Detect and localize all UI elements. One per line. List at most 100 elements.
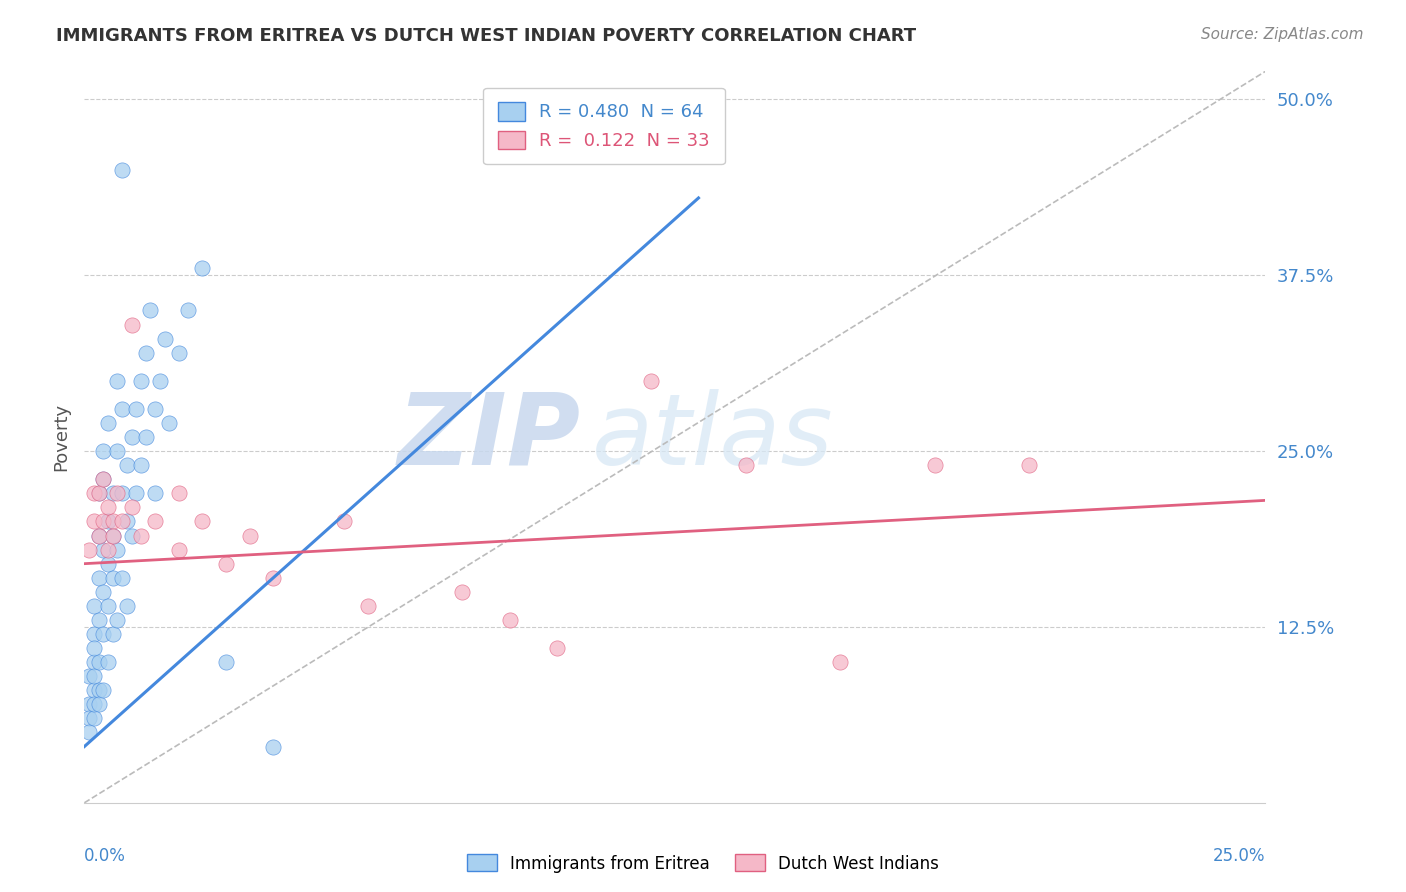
Point (107, 486, 129, 500)
Point (135, 345, 157, 359)
Point (167, 345, 190, 359)
Point (129, 528, 152, 542)
Point (143, 401, 166, 416)
Point (191, 261, 214, 276)
Point (87, 528, 110, 542)
Point (83, 515, 105, 529)
Point (924, 458, 946, 473)
Point (97, 416, 120, 430)
Point (97, 542, 120, 557)
Point (157, 416, 180, 430)
Point (129, 458, 152, 473)
Point (77, 725, 100, 739)
Point (91, 542, 114, 557)
Point (333, 515, 356, 529)
Point (115, 515, 138, 529)
Point (239, 528, 262, 542)
Legend: R = 0.480  N = 64, R =  0.122  N = 33: R = 0.480 N = 64, R = 0.122 N = 33 (484, 87, 724, 164)
Point (97, 557, 120, 571)
Point (107, 613, 129, 627)
Point (83, 599, 105, 613)
Point (115, 599, 138, 613)
Point (83, 711, 105, 725)
Point (451, 584, 474, 599)
Point (111, 515, 134, 529)
Point (111, 571, 134, 585)
Point (1018, 458, 1040, 473)
Legend: Immigrants from Eritrea, Dutch West Indians: Immigrants from Eritrea, Dutch West Indi… (460, 847, 946, 880)
Point (143, 515, 166, 529)
Point (262, 739, 284, 754)
Point (640, 374, 662, 388)
Point (91, 444, 114, 458)
Point (83, 627, 105, 641)
Point (91, 472, 114, 486)
Point (83, 683, 105, 698)
Point (121, 500, 143, 515)
Point (262, 571, 284, 585)
Point (83, 669, 105, 683)
Point (121, 528, 143, 542)
Point (734, 458, 756, 473)
Point (87, 486, 110, 500)
Point (101, 515, 124, 529)
Point (107, 374, 129, 388)
Point (97, 500, 120, 515)
Point (357, 599, 380, 613)
Point (101, 627, 124, 641)
Point (83, 698, 105, 712)
Point (97, 599, 120, 613)
Point (77, 711, 100, 725)
Point (87, 698, 110, 712)
Text: atlas: atlas (592, 389, 834, 485)
Point (87, 486, 110, 500)
Point (111, 486, 134, 500)
Point (83, 655, 105, 669)
Point (87, 613, 110, 627)
Point (91, 515, 114, 529)
Point (167, 486, 190, 500)
Point (498, 613, 520, 627)
Point (177, 303, 200, 318)
Point (149, 374, 172, 388)
Point (121, 430, 143, 444)
Point (77, 698, 100, 712)
Point (115, 458, 138, 473)
Point (191, 515, 214, 529)
Text: IMMIGRANTS FROM ERITREA VS DUTCH WEST INDIAN POVERTY CORRELATION CHART: IMMIGRANTS FROM ERITREA VS DUTCH WEST IN… (56, 27, 917, 45)
Point (111, 401, 134, 416)
Point (125, 401, 148, 416)
Text: 25.0%: 25.0% (1213, 847, 1265, 864)
Point (101, 528, 124, 542)
Point (107, 444, 129, 458)
Point (215, 557, 238, 571)
Y-axis label: Poverty: Poverty (52, 403, 70, 471)
Point (135, 430, 157, 444)
Point (830, 655, 852, 669)
Point (87, 528, 110, 542)
Point (77, 542, 100, 557)
Point (87, 655, 110, 669)
Point (101, 486, 124, 500)
Point (129, 374, 152, 388)
Text: Source: ZipAtlas.com: Source: ZipAtlas.com (1201, 27, 1364, 42)
Point (97, 515, 120, 529)
Point (87, 683, 110, 698)
Point (546, 641, 568, 656)
Point (91, 627, 114, 641)
Point (91, 584, 114, 599)
Point (111, 162, 134, 177)
Point (83, 486, 105, 500)
Text: 0.0%: 0.0% (84, 847, 127, 864)
Point (167, 542, 190, 557)
Point (153, 332, 176, 346)
Point (215, 655, 238, 669)
Point (125, 486, 148, 500)
Point (83, 641, 105, 656)
Point (97, 655, 120, 669)
Point (107, 542, 129, 557)
Point (91, 683, 114, 698)
Point (139, 303, 162, 318)
Point (87, 571, 110, 585)
Point (101, 571, 124, 585)
